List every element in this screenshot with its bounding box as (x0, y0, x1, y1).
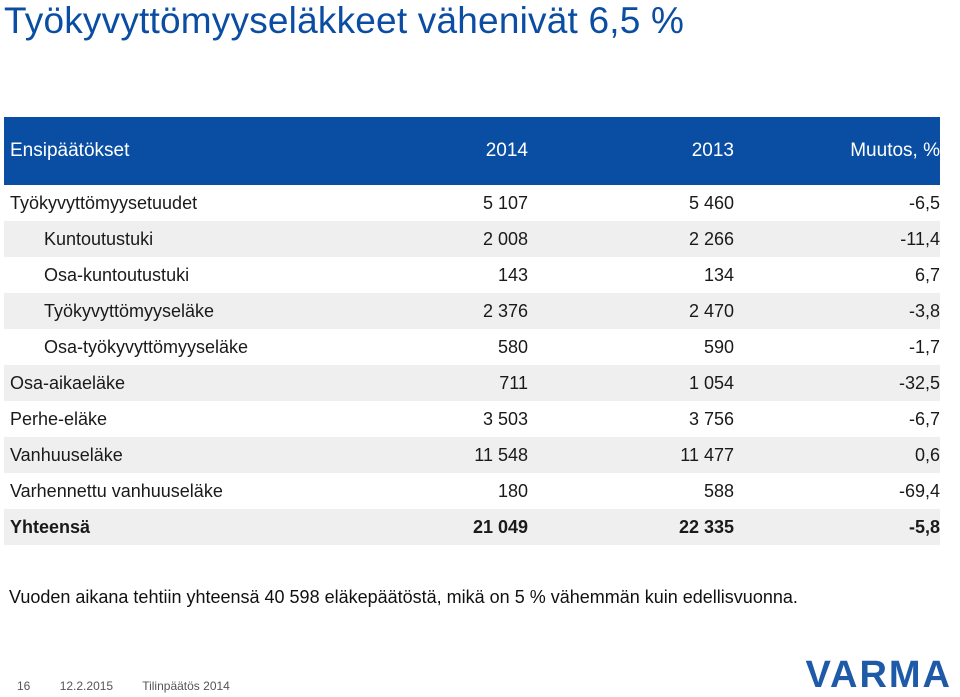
row-2013: 2 470 (688, 300, 734, 321)
row-change: -5,8 (908, 516, 940, 537)
table-row: Työkyvyttömyysetuudet 5 107 5 460 -6,5 (4, 185, 940, 221)
row-2014: 3 503 (482, 408, 528, 429)
footnote: Vuoden aikana tehtiin yhteensä 40 598 el… (9, 587, 798, 607)
row-2014: 711 (499, 372, 528, 393)
row-change: -69,4 (898, 480, 940, 501)
row-2014: 11 548 (474, 444, 528, 465)
page-number: 16 (17, 679, 31, 693)
row-label: Työkyvyttömyysetuudet (10, 192, 198, 213)
header-2013: 2013 (691, 140, 734, 161)
footer-doc-title: Tilinpäätös 2014 (142, 679, 230, 693)
varma-logo: VARMA (805, 654, 952, 696)
row-label: Osa-työkyvyttömyyseläke (44, 336, 249, 357)
table-row: Kuntoutustuki 2 008 2 266 -11,4 (4, 221, 940, 257)
row-2013: 1 054 (688, 372, 734, 393)
row-2014: 580 (497, 336, 528, 357)
page-footer: 16 12.2.2015 Tilinpäätös 2014 (17, 679, 256, 693)
row-2013: 5 460 (688, 192, 734, 213)
table-row-total: Yhteensä 21 049 22 335 -5,8 (4, 509, 940, 545)
row-label: Perhe-eläke (10, 408, 108, 429)
header-2014: 2014 (485, 140, 528, 161)
row-change: 0,6 (914, 444, 940, 465)
row-label: Työkyvyttömyyseläke (44, 300, 215, 321)
decisions-table: Ensipäätökset 2014 2013 Muutos, % Työkyv… (4, 117, 940, 545)
row-change: -3,8 (908, 300, 940, 321)
row-2014: 5 107 (482, 192, 528, 213)
table-header: Ensipäätökset 2014 2013 Muutos, % (4, 117, 940, 185)
table-row: Osa-työkyvyttömyyseläke 580 590 -1,7 (4, 329, 940, 365)
row-2013: 590 (703, 336, 734, 357)
page-title: Työkyvyttömyyseläkkeet vähenivät 6,5 % (4, 0, 685, 41)
row-2014: 180 (497, 480, 528, 501)
row-label: Osa-kuntoutustuki (44, 264, 190, 285)
row-2014: 21 049 (472, 516, 528, 537)
table-row: Vanhuuseläke 11 548 11 477 0,6 (4, 437, 940, 473)
row-label: Vanhuuseläke (10, 444, 123, 465)
row-change: -32,5 (898, 372, 940, 393)
row-2014: 2 008 (482, 228, 528, 249)
row-label: Kuntoutustuki (44, 228, 154, 249)
table-row: Osa-aikaeläke 711 1 054 -32,5 (4, 365, 940, 401)
footer-date: 12.2.2015 (59, 679, 114, 693)
table-row: Perhe-eläke 3 503 3 756 -6,7 (4, 401, 940, 437)
row-2013: 588 (703, 480, 734, 501)
row-change: 6,7 (914, 264, 940, 285)
row-2013: 22 335 (678, 516, 734, 537)
header-change: Muutos, % (850, 140, 940, 161)
row-2013: 134 (703, 264, 734, 285)
row-label: Yhteensä (10, 516, 91, 537)
header-label: Ensipäätökset (10, 140, 130, 161)
row-change: -11,4 (900, 228, 940, 249)
table-row: Varhennettu vanhuuseläke 180 588 -69,4 (4, 473, 940, 509)
row-label: Varhennettu vanhuuseläke (10, 480, 223, 501)
row-2013: 3 756 (688, 408, 734, 429)
table-row: Osa-kuntoutustuki 143 134 6,7 (4, 257, 940, 293)
row-label: Osa-aikaeläke (10, 372, 126, 393)
row-2013: 2 266 (688, 228, 734, 249)
table-row: Työkyvyttömyyseläke 2 376 2 470 -3,8 (4, 293, 940, 329)
row-change: -1,7 (908, 336, 940, 357)
row-change: -6,7 (908, 408, 940, 429)
row-2013: 11 477 (680, 444, 734, 465)
row-2014: 143 (497, 264, 528, 285)
row-2014: 2 376 (482, 300, 528, 321)
row-change: -6,5 (908, 192, 940, 213)
